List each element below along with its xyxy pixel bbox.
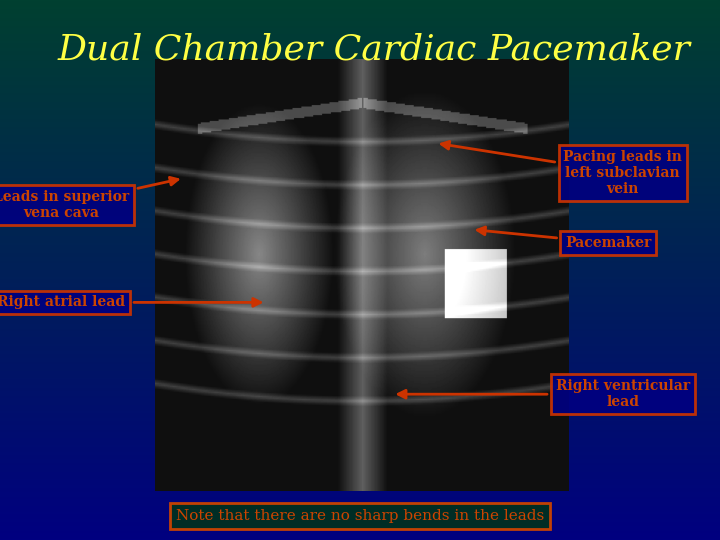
Text: Leads in superior
vena cava: Leads in superior vena cava	[0, 177, 178, 220]
Text: Right atrial lead: Right atrial lead	[0, 295, 261, 309]
Text: Dual Chamber Cardiac Pacemaker: Dual Chamber Cardiac Pacemaker	[58, 32, 690, 66]
Text: Pacemaker: Pacemaker	[477, 227, 652, 250]
Text: Note that there are no sharp bends in the leads: Note that there are no sharp bends in th…	[176, 509, 544, 523]
Text: Right ventricular
lead: Right ventricular lead	[398, 379, 690, 409]
Text: Pacing leads in
left subclavian
vein: Pacing leads in left subclavian vein	[441, 141, 683, 196]
